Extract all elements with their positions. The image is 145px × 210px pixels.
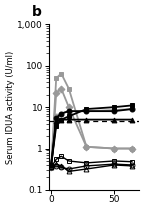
Y-axis label: Serum IDUA activity (U/ml): Serum IDUA activity (U/ml) [6, 51, 14, 164]
Text: b: b [32, 5, 42, 20]
